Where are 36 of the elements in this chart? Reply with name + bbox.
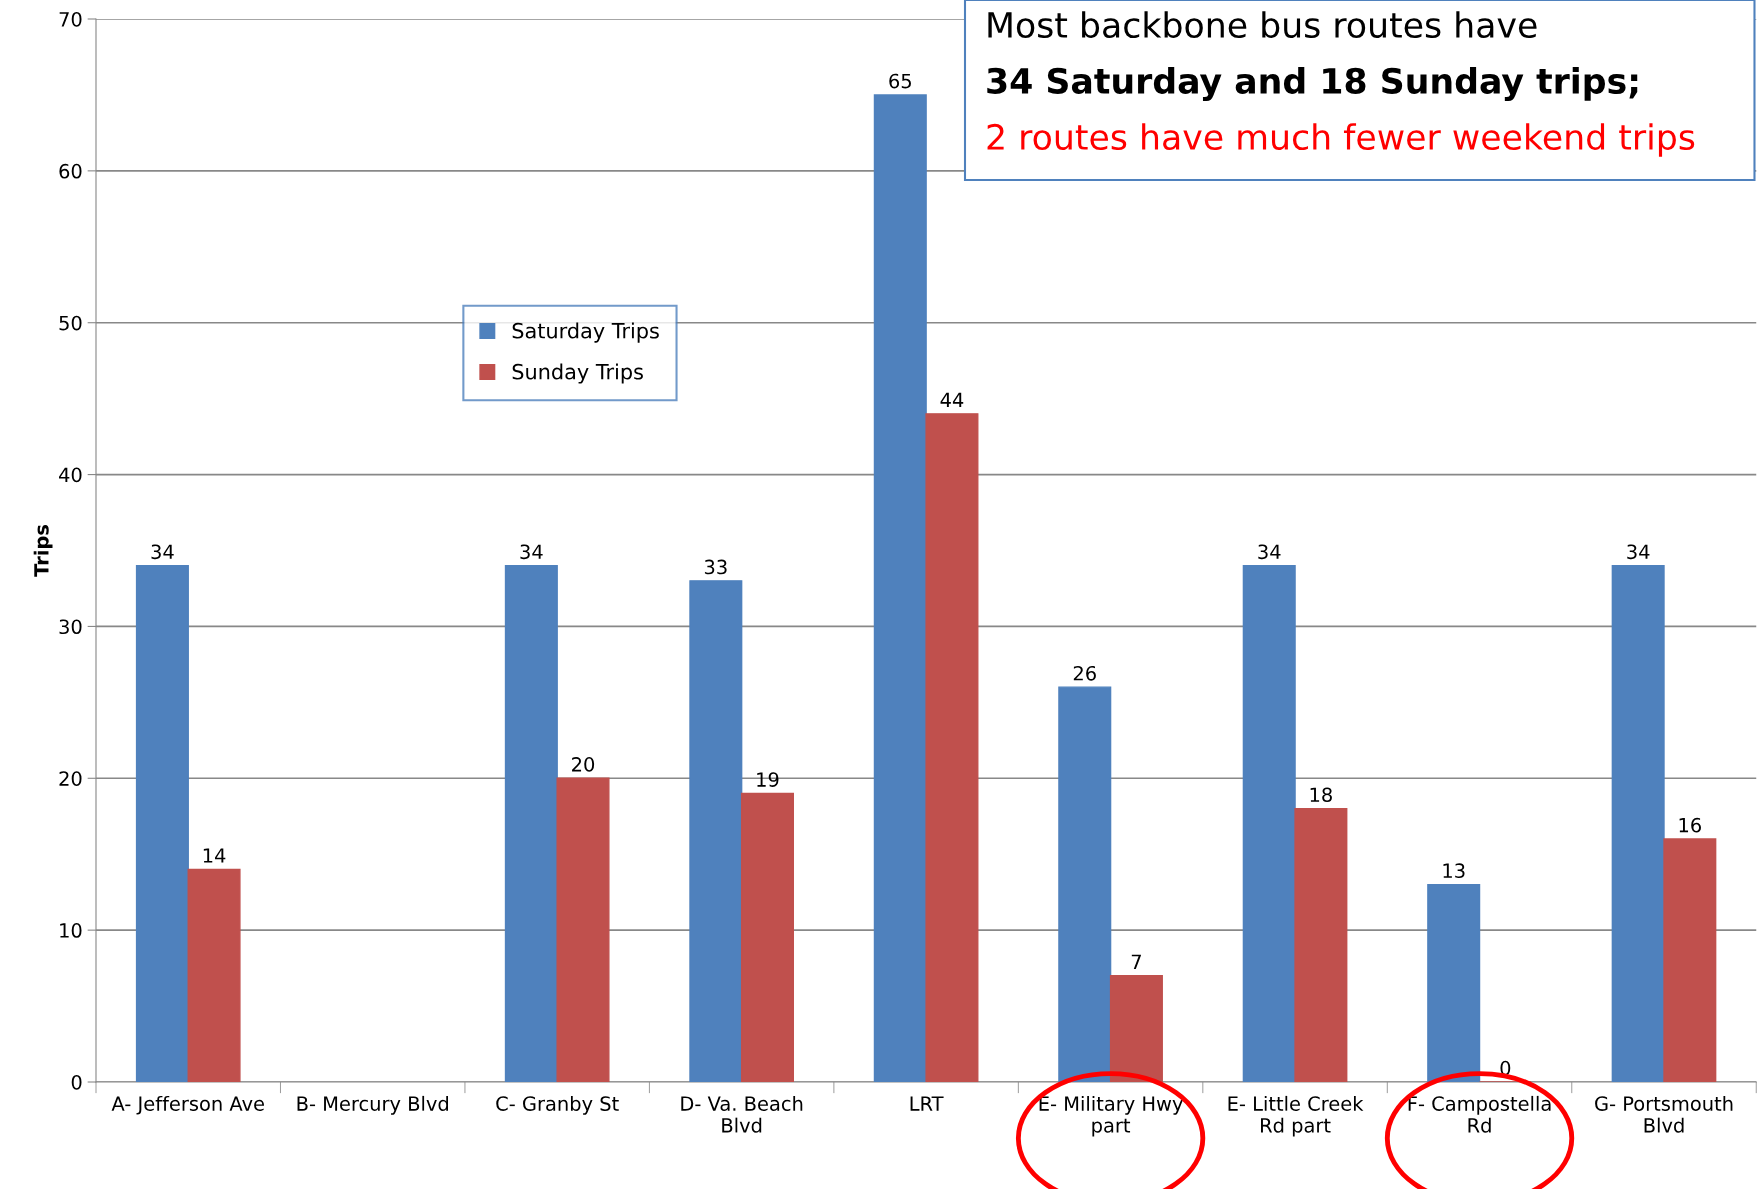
data-label: 26: [1073, 665, 1096, 681]
annotation: Most backbone bus routes have: [988, 11, 1537, 39]
data-label: 44: [940, 392, 964, 408]
y-tick-label: 70: [59, 11, 82, 27]
x-tick-label: A- Jefferson Ave: [111, 1095, 264, 1115]
data-label: 20: [572, 757, 595, 772]
legend-label: Sunday Trips: [512, 363, 643, 384]
y-tick-label: 10: [60, 923, 82, 938]
data-label: 16: [1679, 817, 1701, 833]
y-tick-label: 50: [59, 315, 82, 331]
y-tick-label: 60: [59, 163, 82, 179]
y-tick-label: 40: [59, 467, 82, 483]
y-axis-title: Trips: [33, 524, 53, 577]
data-label: 7: [1131, 954, 1141, 969]
y-tick-label: 30: [59, 619, 82, 635]
data-label: 13: [1443, 863, 1465, 879]
data-label: 34: [1258, 544, 1281, 560]
y-tick-label: 20: [59, 771, 82, 786]
data-label: 19: [757, 772, 779, 787]
x-tick-label: D- Va. Beach Blvd: [681, 1095, 803, 1133]
legend-label: Saturday Trips: [512, 322, 659, 343]
data-label: 33: [704, 559, 727, 575]
data-label: 14: [203, 848, 226, 863]
x-tick-label: C- Granby St: [496, 1095, 619, 1115]
x-tick-label: B- Mercury Blvd: [297, 1095, 448, 1115]
x-tick-label: LRT: [910, 1096, 944, 1111]
x-tick-label: G- Portsmouth Blvd: [1595, 1095, 1733, 1133]
annotation: 34 Saturday and 18 Sunday trips;: [987, 67, 1638, 101]
data-label: 34: [1627, 544, 1650, 560]
y-tick-label: 0: [71, 1074, 82, 1090]
x-tick-label: E- Little Creek Rd part: [1228, 1095, 1364, 1137]
data-label: 34: [151, 544, 174, 560]
data-label: 65: [889, 73, 911, 89]
annotation: 2 routes have much fewer weekend trips: [987, 123, 1695, 157]
data-label: 34: [520, 544, 543, 560]
data-label: 18: [1310, 787, 1332, 803]
